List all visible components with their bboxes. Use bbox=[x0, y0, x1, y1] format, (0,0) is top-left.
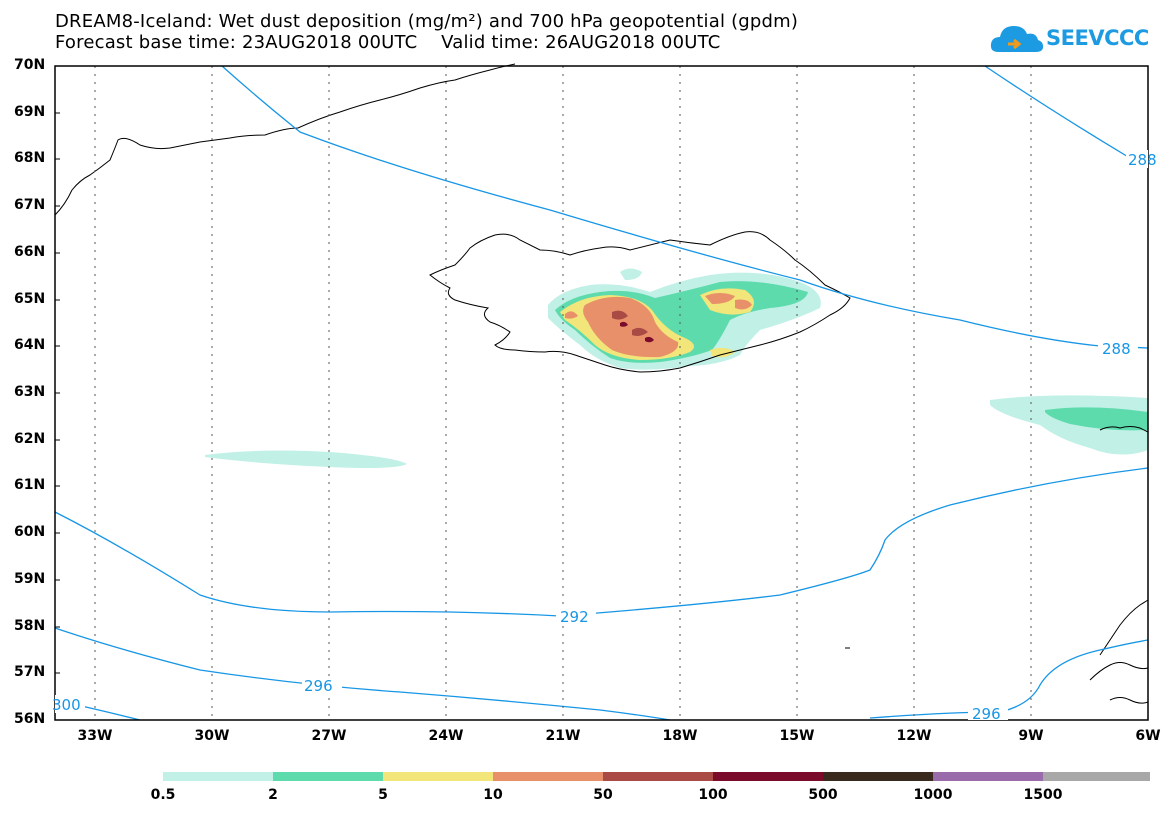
lon-label: 15W bbox=[779, 728, 815, 744]
colorbar-label: 500 bbox=[808, 787, 838, 803]
lon-label: 33W bbox=[77, 728, 113, 744]
lat-label: 62N bbox=[14, 431, 46, 447]
lon-label: 27W bbox=[311, 728, 347, 744]
colorbar-label: 0.5 bbox=[150, 787, 176, 803]
colorbar-swatch bbox=[383, 772, 493, 781]
colorbar-swatch bbox=[823, 772, 933, 781]
lon-label: 24W bbox=[428, 728, 464, 744]
colorbar-label: 1500 bbox=[1023, 787, 1063, 803]
dust-deposition-field bbox=[205, 268, 1148, 468]
colorbar-swatch bbox=[1043, 772, 1150, 781]
colorbar-label: 10 bbox=[483, 787, 503, 803]
contour-label: 288 bbox=[1102, 340, 1131, 358]
map-title: DREAM8-Iceland: Wet dust deposition (mg/… bbox=[55, 11, 799, 32]
lat-label: 57N bbox=[14, 664, 46, 680]
colorbar-swatch bbox=[163, 772, 273, 781]
contour-label: 288 bbox=[1128, 151, 1157, 169]
lon-label: 18W bbox=[662, 728, 698, 744]
lat-label: 56N bbox=[14, 711, 46, 727]
lat-label: 70N bbox=[14, 57, 46, 73]
colorbar-swatch bbox=[713, 772, 823, 781]
colorbar-label: 1000 bbox=[913, 787, 953, 803]
geopotential-contours bbox=[54, 65, 1149, 721]
contour-label: 300 bbox=[52, 696, 81, 714]
logo-text: SEEVCCC bbox=[1046, 26, 1149, 50]
lon-label: 12W bbox=[896, 728, 932, 744]
lon-label: 6W bbox=[1135, 728, 1161, 744]
lat-label: 59N bbox=[14, 571, 46, 587]
contour-label: 292 bbox=[560, 608, 589, 626]
lat-label: 64N bbox=[14, 337, 46, 353]
seevccc-logo: SEEVCCC bbox=[988, 18, 1149, 58]
lat-label: 66N bbox=[14, 244, 46, 260]
axis-ticks bbox=[55, 112, 60, 674]
map-frame bbox=[54, 65, 1149, 721]
colorbar-swatch bbox=[273, 772, 383, 781]
colorbar-label: 50 bbox=[593, 787, 613, 803]
lat-label: 58N bbox=[14, 618, 46, 634]
lat-label: 63N bbox=[14, 384, 46, 400]
colorbar-swatch bbox=[493, 772, 603, 781]
contour-label: 296 bbox=[304, 677, 333, 695]
lon-label: 9W bbox=[1018, 728, 1044, 744]
colorbar-label: 2 bbox=[268, 787, 278, 803]
map-subtitle: Forecast base time: 23AUG2018 00UTC Vali… bbox=[55, 32, 721, 53]
lat-label: 61N bbox=[14, 477, 46, 493]
cloud-icon bbox=[990, 26, 1044, 52]
lat-label: 69N bbox=[14, 104, 46, 120]
colorbar-label: 5 bbox=[378, 787, 388, 803]
lon-label: 21W bbox=[545, 728, 581, 744]
coastlines bbox=[54, 63, 1149, 704]
lat-label: 68N bbox=[14, 150, 46, 166]
lat-label: 67N bbox=[14, 197, 46, 213]
lon-label: 30W bbox=[194, 728, 230, 744]
colorbar-swatch bbox=[603, 772, 713, 781]
contour-label: 296 bbox=[972, 705, 1001, 723]
lat-label: 65N bbox=[14, 291, 46, 307]
colorbar-label: 100 bbox=[698, 787, 728, 803]
colorbar-swatch bbox=[933, 772, 1043, 781]
lat-label: 60N bbox=[14, 524, 46, 540]
